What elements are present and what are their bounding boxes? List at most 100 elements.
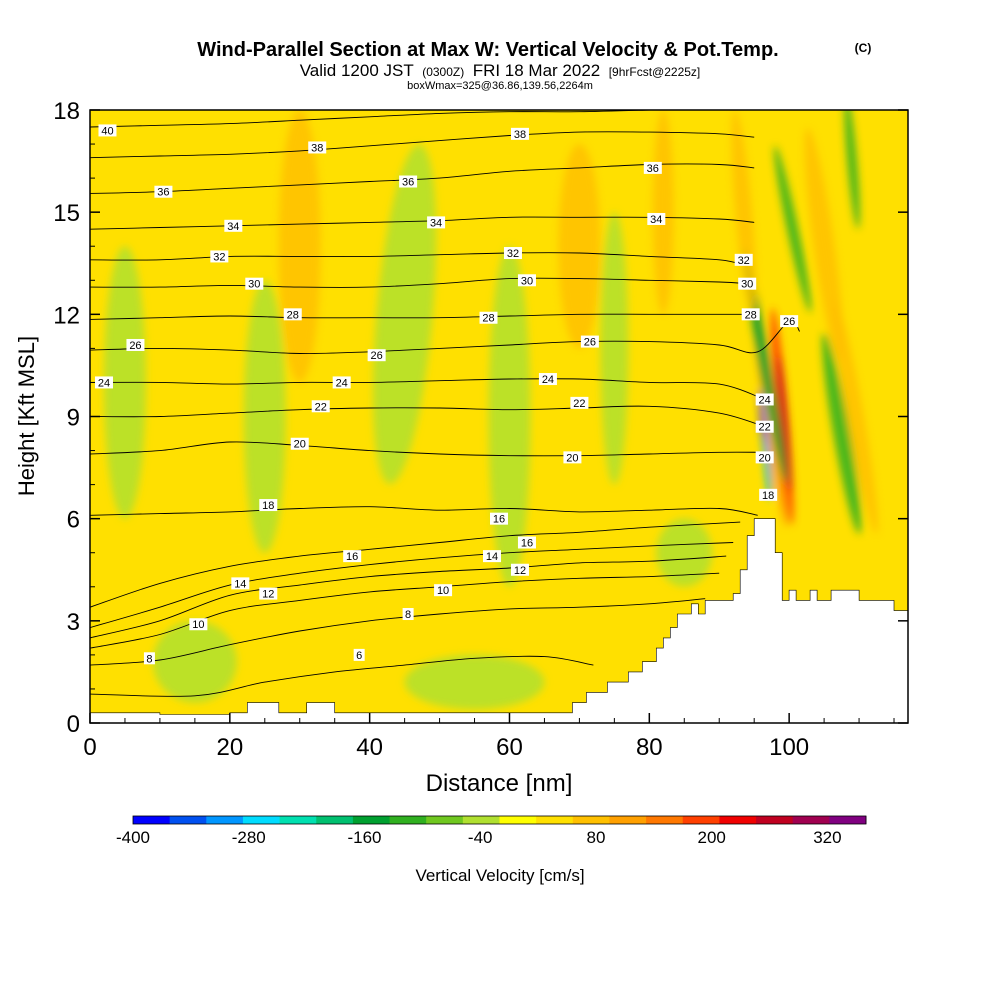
velocity-region [833, 299, 878, 534]
theta-contour-16 [90, 521, 741, 608]
contour-label-text: 36 [647, 163, 659, 175]
contour-label-34: 34 [647, 212, 666, 226]
colorbar-swatch [206, 816, 244, 824]
forecast-info: [9hrFcst@2225z] [609, 65, 701, 79]
contour-label-text: 16 [493, 514, 505, 526]
contour-label-38: 38 [308, 141, 327, 154]
colorbar-swatch [389, 816, 427, 824]
velocity-region [373, 144, 437, 484]
contour-label-text: 26 [371, 350, 383, 362]
theta-contour-22 [90, 405, 765, 428]
velocity-region [656, 518, 713, 587]
contour-label-28: 28 [741, 308, 760, 321]
contour-label-24: 24 [332, 376, 351, 389]
box-info: boxWmax=325@36.86,139.56,2264m [407, 80, 593, 92]
colorbar-swatch [756, 816, 794, 824]
contour-label-text: 26 [129, 340, 141, 352]
contour-label-text: 16 [346, 551, 358, 563]
velocity-region [652, 110, 674, 315]
contour-label-22: 22 [311, 400, 330, 413]
colorbar-swatch [609, 816, 647, 824]
contour-label-24: 24 [538, 373, 557, 386]
velocity-region [844, 110, 860, 229]
contour-label-40: 40 [98, 124, 117, 137]
contour-label-22: 22 [570, 396, 589, 410]
contour-label-20: 20 [755, 451, 774, 464]
contour-label-text: 8 [405, 609, 411, 621]
theta-contours [90, 110, 800, 697]
colorbar-swatch [682, 816, 720, 824]
contour-label-text: 14 [486, 551, 498, 563]
contour-labels: 6 8 8 10 10 12 12 14 14 16 16 16 18 18 20 20 20 22 22 22 24 2… [94, 124, 799, 665]
y-axis-label: Height [Kft MSL] [14, 336, 39, 496]
colorbar-tick-label: -40 [468, 828, 493, 847]
colorbar-frame [132, 815, 867, 825]
contour-label-text: 10 [192, 619, 204, 631]
contour-label-text: 32 [213, 251, 225, 263]
valid-date: FRI 18 Mar 2022 [473, 61, 601, 80]
velocity-region [763, 433, 771, 502]
contour-label-text: 20 [566, 452, 578, 464]
x-tick-label: 100 [769, 734, 809, 761]
contour-label-38: 38 [510, 127, 529, 141]
colorbar-swatch [426, 816, 464, 824]
contour-label-text: 8 [146, 653, 152, 665]
contour-label-8: 8 [402, 608, 414, 621]
contour-label-20: 20 [563, 451, 582, 464]
contour-label-text: 36 [402, 177, 414, 189]
contour-label-24: 24 [94, 376, 113, 389]
velocity-region [152, 620, 237, 703]
contour-label-12: 12 [259, 587, 278, 601]
contour-label-34: 34 [427, 216, 446, 229]
colorbar-swatch [719, 816, 757, 824]
contour-label-text: 24 [336, 377, 348, 389]
terrain-mask [89, 518, 909, 724]
contour-label-26: 26 [580, 335, 599, 349]
contour-label-16: 16 [343, 550, 362, 563]
velocity-region [488, 246, 531, 587]
contour-label-32: 32 [734, 253, 753, 267]
x-tick-label: 80 [636, 734, 663, 761]
velocity-region [777, 355, 792, 492]
contour-label-text: 20 [759, 452, 771, 464]
contour-label-text: 24 [98, 377, 110, 389]
contour-label-34: 34 [224, 219, 243, 233]
contour-label-text: 12 [514, 565, 526, 577]
theta-contour-12 [90, 555, 727, 639]
velocity-region [804, 128, 844, 365]
y-tick-label: 15 [53, 200, 80, 227]
contour-label-24: 24 [755, 393, 774, 406]
copyright-mark: (C) [855, 41, 872, 55]
x-tick-label: 60 [496, 734, 523, 761]
velocity-shading [103, 110, 878, 710]
contour-label-text: 30 [248, 279, 260, 291]
contour-label-text: 30 [521, 275, 533, 287]
contour-label-text: 6 [356, 650, 362, 662]
theta-contour-20 [90, 441, 762, 457]
x-tick-label: 40 [356, 734, 383, 761]
colorbar-swatch [536, 816, 574, 824]
x-axis: 0 20 40 60 80 100 [83, 713, 895, 761]
theta-contour-32 [90, 252, 744, 266]
velocity-region [404, 654, 545, 710]
colorbar-tick-label: -400 [116, 828, 150, 847]
y-tick-label: 12 [53, 302, 80, 329]
contour-label-8: 8 [143, 652, 155, 665]
velocity-region [774, 145, 812, 313]
contour-label-text: 38 [311, 142, 323, 154]
x-tick-label: 0 [83, 734, 96, 761]
contour-label-text: 24 [759, 394, 771, 406]
colorbar-swatch [572, 816, 610, 824]
contour-label-text: 28 [482, 313, 494, 325]
contour-label-36: 36 [154, 185, 173, 199]
plot-area: 6 8 8 10 10 12 12 14 14 16 16 16 18 18 20 20 20 22 22 22 24 2… [89, 109, 909, 724]
contour-label-text: 30 [741, 279, 753, 291]
contour-label-30: 30 [517, 274, 536, 287]
contour-label-text: 34 [430, 217, 442, 229]
contour-label-text: 32 [507, 248, 519, 260]
colorbar-tick-label: 200 [697, 828, 725, 847]
contour-label-16: 16 [517, 536, 536, 550]
colorbar-swatch [352, 816, 391, 824]
